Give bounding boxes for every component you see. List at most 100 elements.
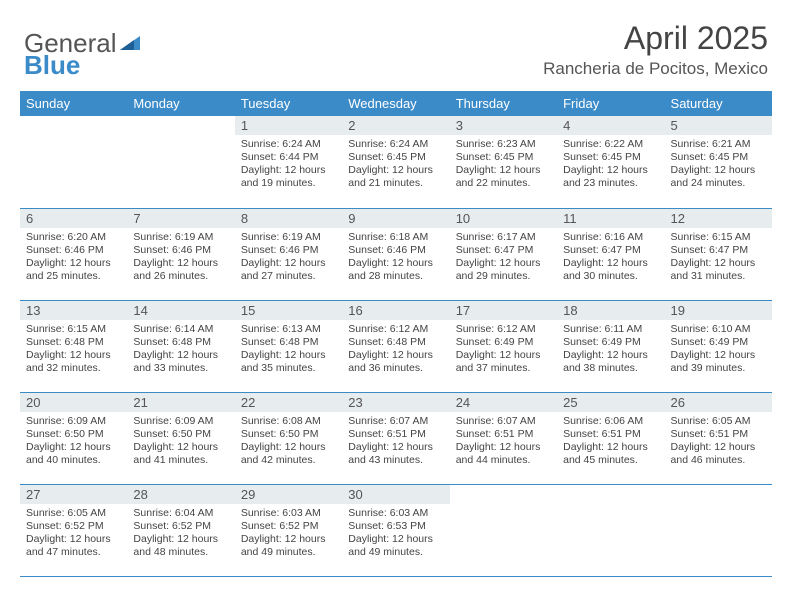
weekday-header: Tuesday xyxy=(235,91,342,116)
day-number: 1 xyxy=(235,116,342,135)
calendar-cell: 27Sunrise: 6:05 AMSunset: 6:52 PMDayligh… xyxy=(20,484,127,576)
day-number: 9 xyxy=(342,209,449,228)
day-number: 2 xyxy=(342,116,449,135)
calendar-cell: 6Sunrise: 6:20 AMSunset: 6:46 PMDaylight… xyxy=(20,208,127,300)
calendar-cell: 13Sunrise: 6:15 AMSunset: 6:48 PMDayligh… xyxy=(20,300,127,392)
day-content: Sunrise: 6:05 AMSunset: 6:52 PMDaylight:… xyxy=(20,504,127,564)
day-content: Sunrise: 6:06 AMSunset: 6:51 PMDaylight:… xyxy=(557,412,664,472)
calendar-cell: 9Sunrise: 6:18 AMSunset: 6:46 PMDaylight… xyxy=(342,208,449,300)
logo-triangle-icon xyxy=(120,28,140,59)
calendar-cell xyxy=(450,484,557,576)
day-number: 3 xyxy=(450,116,557,135)
weekday-header: Sunday xyxy=(20,91,127,116)
calendar-header-row: SundayMondayTuesdayWednesdayThursdayFrid… xyxy=(20,91,772,116)
day-number: 18 xyxy=(557,301,664,320)
calendar-cell: 10Sunrise: 6:17 AMSunset: 6:47 PMDayligh… xyxy=(450,208,557,300)
header: General April 2025 Rancheria de Pocitos,… xyxy=(20,20,772,79)
day-number: 10 xyxy=(450,209,557,228)
day-number: 8 xyxy=(235,209,342,228)
calendar-cell xyxy=(20,116,127,208)
day-number: 28 xyxy=(127,485,234,504)
calendar-cell: 18Sunrise: 6:11 AMSunset: 6:49 PMDayligh… xyxy=(557,300,664,392)
weekday-header: Friday xyxy=(557,91,664,116)
day-content: Sunrise: 6:10 AMSunset: 6:49 PMDaylight:… xyxy=(665,320,772,380)
day-content: Sunrise: 6:14 AMSunset: 6:48 PMDaylight:… xyxy=(127,320,234,380)
calendar-cell xyxy=(557,484,664,576)
calendar-cell xyxy=(665,484,772,576)
day-number: 16 xyxy=(342,301,449,320)
calendar-body: 1Sunrise: 6:24 AMSunset: 6:44 PMDaylight… xyxy=(20,116,772,576)
month-title: April 2025 xyxy=(543,20,768,57)
weekday-header: Thursday xyxy=(450,91,557,116)
day-number: 14 xyxy=(127,301,234,320)
day-content: Sunrise: 6:17 AMSunset: 6:47 PMDaylight:… xyxy=(450,228,557,288)
calendar-cell: 11Sunrise: 6:16 AMSunset: 6:47 PMDayligh… xyxy=(557,208,664,300)
calendar-cell: 17Sunrise: 6:12 AMSunset: 6:49 PMDayligh… xyxy=(450,300,557,392)
day-number: 21 xyxy=(127,393,234,412)
calendar-cell: 12Sunrise: 6:15 AMSunset: 6:47 PMDayligh… xyxy=(665,208,772,300)
day-number: 22 xyxy=(235,393,342,412)
day-number: 17 xyxy=(450,301,557,320)
day-content: Sunrise: 6:24 AMSunset: 6:45 PMDaylight:… xyxy=(342,135,449,195)
day-content: Sunrise: 6:24 AMSunset: 6:44 PMDaylight:… xyxy=(235,135,342,195)
calendar-cell: 14Sunrise: 6:14 AMSunset: 6:48 PMDayligh… xyxy=(127,300,234,392)
day-number: 29 xyxy=(235,485,342,504)
day-content: Sunrise: 6:03 AMSunset: 6:53 PMDaylight:… xyxy=(342,504,449,564)
day-number: 24 xyxy=(450,393,557,412)
day-content: Sunrise: 6:16 AMSunset: 6:47 PMDaylight:… xyxy=(557,228,664,288)
day-content: Sunrise: 6:13 AMSunset: 6:48 PMDaylight:… xyxy=(235,320,342,380)
day-content: Sunrise: 6:11 AMSunset: 6:49 PMDaylight:… xyxy=(557,320,664,380)
day-content: Sunrise: 6:04 AMSunset: 6:52 PMDaylight:… xyxy=(127,504,234,564)
day-number: 4 xyxy=(557,116,664,135)
calendar-cell: 8Sunrise: 6:19 AMSunset: 6:46 PMDaylight… xyxy=(235,208,342,300)
calendar-cell: 16Sunrise: 6:12 AMSunset: 6:48 PMDayligh… xyxy=(342,300,449,392)
location: Rancheria de Pocitos, Mexico xyxy=(543,59,768,79)
day-number: 13 xyxy=(20,301,127,320)
day-content: Sunrise: 6:05 AMSunset: 6:51 PMDaylight:… xyxy=(665,412,772,472)
day-content: Sunrise: 6:09 AMSunset: 6:50 PMDaylight:… xyxy=(127,412,234,472)
calendar-cell: 1Sunrise: 6:24 AMSunset: 6:44 PMDaylight… xyxy=(235,116,342,208)
title-block: April 2025 Rancheria de Pocitos, Mexico xyxy=(543,20,768,79)
day-number: 12 xyxy=(665,209,772,228)
calendar-cell: 5Sunrise: 6:21 AMSunset: 6:45 PMDaylight… xyxy=(665,116,772,208)
calendar-cell: 26Sunrise: 6:05 AMSunset: 6:51 PMDayligh… xyxy=(665,392,772,484)
day-content: Sunrise: 6:12 AMSunset: 6:48 PMDaylight:… xyxy=(342,320,449,380)
calendar-cell: 25Sunrise: 6:06 AMSunset: 6:51 PMDayligh… xyxy=(557,392,664,484)
day-content: Sunrise: 6:12 AMSunset: 6:49 PMDaylight:… xyxy=(450,320,557,380)
calendar-cell: 30Sunrise: 6:03 AMSunset: 6:53 PMDayligh… xyxy=(342,484,449,576)
day-content: Sunrise: 6:18 AMSunset: 6:46 PMDaylight:… xyxy=(342,228,449,288)
calendar-cell: 23Sunrise: 6:07 AMSunset: 6:51 PMDayligh… xyxy=(342,392,449,484)
day-content: Sunrise: 6:03 AMSunset: 6:52 PMDaylight:… xyxy=(235,504,342,564)
day-content: Sunrise: 6:20 AMSunset: 6:46 PMDaylight:… xyxy=(20,228,127,288)
calendar-cell: 15Sunrise: 6:13 AMSunset: 6:48 PMDayligh… xyxy=(235,300,342,392)
calendar-cell: 21Sunrise: 6:09 AMSunset: 6:50 PMDayligh… xyxy=(127,392,234,484)
weekday-header: Saturday xyxy=(665,91,772,116)
calendar-cell: 3Sunrise: 6:23 AMSunset: 6:45 PMDaylight… xyxy=(450,116,557,208)
day-content: Sunrise: 6:22 AMSunset: 6:45 PMDaylight:… xyxy=(557,135,664,195)
day-content: Sunrise: 6:09 AMSunset: 6:50 PMDaylight:… xyxy=(20,412,127,472)
day-content: Sunrise: 6:19 AMSunset: 6:46 PMDaylight:… xyxy=(127,228,234,288)
day-number: 25 xyxy=(557,393,664,412)
day-number: 30 xyxy=(342,485,449,504)
day-content: Sunrise: 6:08 AMSunset: 6:50 PMDaylight:… xyxy=(235,412,342,472)
day-number: 5 xyxy=(665,116,772,135)
logo-text-2: Blue xyxy=(24,50,80,81)
day-content: Sunrise: 6:07 AMSunset: 6:51 PMDaylight:… xyxy=(450,412,557,472)
day-content: Sunrise: 6:15 AMSunset: 6:48 PMDaylight:… xyxy=(20,320,127,380)
weekday-header: Monday xyxy=(127,91,234,116)
day-content: Sunrise: 6:07 AMSunset: 6:51 PMDaylight:… xyxy=(342,412,449,472)
day-content: Sunrise: 6:19 AMSunset: 6:46 PMDaylight:… xyxy=(235,228,342,288)
calendar-cell: 4Sunrise: 6:22 AMSunset: 6:45 PMDaylight… xyxy=(557,116,664,208)
day-number: 11 xyxy=(557,209,664,228)
calendar-cell: 24Sunrise: 6:07 AMSunset: 6:51 PMDayligh… xyxy=(450,392,557,484)
day-content: Sunrise: 6:15 AMSunset: 6:47 PMDaylight:… xyxy=(665,228,772,288)
calendar-cell: 28Sunrise: 6:04 AMSunset: 6:52 PMDayligh… xyxy=(127,484,234,576)
calendar-cell: 19Sunrise: 6:10 AMSunset: 6:49 PMDayligh… xyxy=(665,300,772,392)
day-number: 27 xyxy=(20,485,127,504)
day-content: Sunrise: 6:21 AMSunset: 6:45 PMDaylight:… xyxy=(665,135,772,195)
day-number: 19 xyxy=(665,301,772,320)
calendar-cell: 22Sunrise: 6:08 AMSunset: 6:50 PMDayligh… xyxy=(235,392,342,484)
day-number: 6 xyxy=(20,209,127,228)
day-number: 26 xyxy=(665,393,772,412)
calendar-cell xyxy=(127,116,234,208)
